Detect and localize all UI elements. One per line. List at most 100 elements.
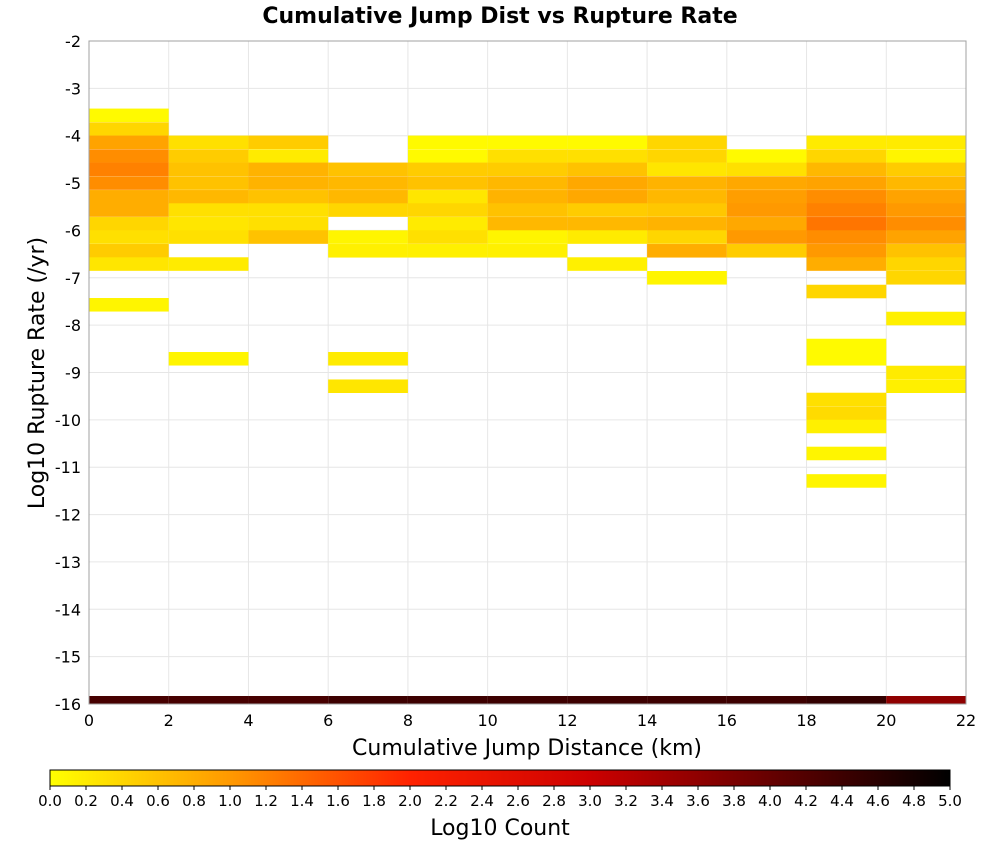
y-tick-label: -6 <box>65 221 81 240</box>
heatmap-cell <box>806 176 887 190</box>
heatmap-cell <box>168 696 249 704</box>
heatmap-cell <box>328 379 408 394</box>
heatmap-cell <box>726 176 807 190</box>
heatmap-cell <box>89 176 169 190</box>
y-tick-label: -8 <box>65 316 81 335</box>
y-axis-label: Log10 Rupture Rate (/yr) <box>25 237 50 509</box>
heatmap-cell <box>328 162 408 177</box>
heatmap-cell <box>328 176 408 190</box>
colorbar-tick-label: 5.0 <box>938 792 962 810</box>
heatmap-cell <box>168 217 249 231</box>
heatmap-cell <box>806 406 887 420</box>
heatmap-cell <box>886 311 966 326</box>
colorbar-tick-label: 3.6 <box>686 792 710 810</box>
y-tick-label: -4 <box>65 127 81 146</box>
colorbar-tick-label: 2.0 <box>398 792 422 810</box>
heatmap-cell <box>647 190 727 204</box>
heatmap-cell <box>726 162 807 177</box>
heatmap-cell <box>647 696 727 704</box>
y-tick-label: -9 <box>65 364 81 383</box>
y-tick-label: -5 <box>65 174 81 193</box>
colorbar-tick-label: 2.6 <box>506 792 530 810</box>
x-axis-label: Cumulative Jump Distance (km) <box>352 736 702 761</box>
y-tick-label: -11 <box>55 458 81 477</box>
heatmap-cell <box>726 217 807 231</box>
x-tick-label: 12 <box>557 711 577 730</box>
colorbar-tick-label: 1.0 <box>218 792 242 810</box>
heatmap-cell <box>407 176 488 190</box>
colorbar-tick-label: 0.2 <box>74 792 98 810</box>
heatmap-cell <box>168 135 249 150</box>
heatmap-cell <box>726 244 807 258</box>
heatmap-cell <box>647 162 727 177</box>
colorbar-tick-label: 0.0 <box>38 792 62 810</box>
heatmap-cell <box>248 149 329 163</box>
heatmap-cell <box>806 351 887 366</box>
colorbar-tick-label: 0.8 <box>182 792 206 810</box>
heatmap-cell <box>806 203 887 217</box>
colorbar-tick-label: 4.4 <box>830 792 854 810</box>
heatmap-cell <box>89 696 169 704</box>
colorbar-tick-label: 2.4 <box>470 792 494 810</box>
heatmap-cell <box>248 696 329 704</box>
heatmap-cell <box>806 284 887 299</box>
heatmap-cell <box>647 135 727 150</box>
heatmap-cell <box>647 244 727 258</box>
colorbar-tick-label: 4.6 <box>866 792 890 810</box>
heatmap-cell <box>168 230 249 244</box>
chart-title: Cumulative Jump Dist vs Rupture Rate <box>262 4 737 29</box>
heatmap-cell <box>407 244 488 258</box>
heatmap-cell <box>806 230 887 244</box>
colorbar-tick-label: 2.2 <box>434 792 458 810</box>
colorbar-tick-label: 1.6 <box>326 792 350 810</box>
heatmap-cell <box>487 203 568 217</box>
colorbar-tick-label: 3.2 <box>614 792 638 810</box>
heatmap-cell <box>886 230 966 244</box>
colorbar-label: Log10 Count <box>430 816 570 841</box>
heatmap-cell <box>886 696 966 704</box>
y-tick-label: -12 <box>55 506 81 525</box>
heatmap-cell <box>886 271 966 285</box>
y-axis-ticks: -2 -3 -4 -5 -6 -7 -8 -9 -10 -11 -12 -13 -14 -15 -16 <box>55 32 81 714</box>
heatmap-cell <box>567 230 648 244</box>
heatmap-cell <box>487 696 568 704</box>
heatmap-cells <box>89 108 966 704</box>
y-tick-label: -10 <box>55 411 81 430</box>
heatmap-cell <box>168 162 249 177</box>
heatmap-cell <box>726 203 807 217</box>
heatmap-cell <box>726 230 807 244</box>
heatmap-cell <box>168 351 249 366</box>
heatmap-cell <box>567 149 648 163</box>
y-tick-label: -16 <box>55 695 81 714</box>
heatmap-cell <box>487 162 568 177</box>
heatmap-cell <box>487 176 568 190</box>
heatmap-cell <box>886 190 966 204</box>
x-axis-ticks: 0 2 4 6 8 10 12 14 16 18 20 22 <box>84 711 976 730</box>
heatmap-cell <box>806 392 887 407</box>
x-tick-label: 0 <box>84 711 94 730</box>
x-tick-label: 4 <box>243 711 253 730</box>
heatmap-cell <box>806 135 887 150</box>
heatmap-cell <box>806 257 887 271</box>
heatmap-cell <box>647 203 727 217</box>
heatmap-cell <box>487 244 568 258</box>
heatmap-cell <box>89 298 169 312</box>
heatmap-cell <box>328 244 408 258</box>
colorbar-ticks: 0.0 0.2 0.4 0.6 0.8 1.0 1.2 1.4 1.6 1.8 2.0 2.2 2.4 2… <box>38 786 962 810</box>
colorbar-tick-label: 4.2 <box>794 792 818 810</box>
heatmap-cell <box>806 446 887 461</box>
heatmap-cell <box>89 190 169 204</box>
heatmap-cell <box>647 230 727 244</box>
heatmap-cell <box>806 244 887 258</box>
heatmap-cell <box>806 190 887 204</box>
colorbar-tick-label: 1.8 <box>362 792 386 810</box>
y-tick-label: -3 <box>65 79 81 98</box>
heatmap-cell <box>806 162 887 177</box>
x-tick-label: 18 <box>796 711 816 730</box>
heatmap-cell <box>89 230 169 244</box>
heatmap-cell <box>248 230 329 244</box>
heatmap-cell <box>89 149 169 163</box>
heatmap-cell <box>806 217 887 231</box>
heatmap-cell <box>89 108 169 123</box>
y-tick-label: -7 <box>65 269 81 288</box>
